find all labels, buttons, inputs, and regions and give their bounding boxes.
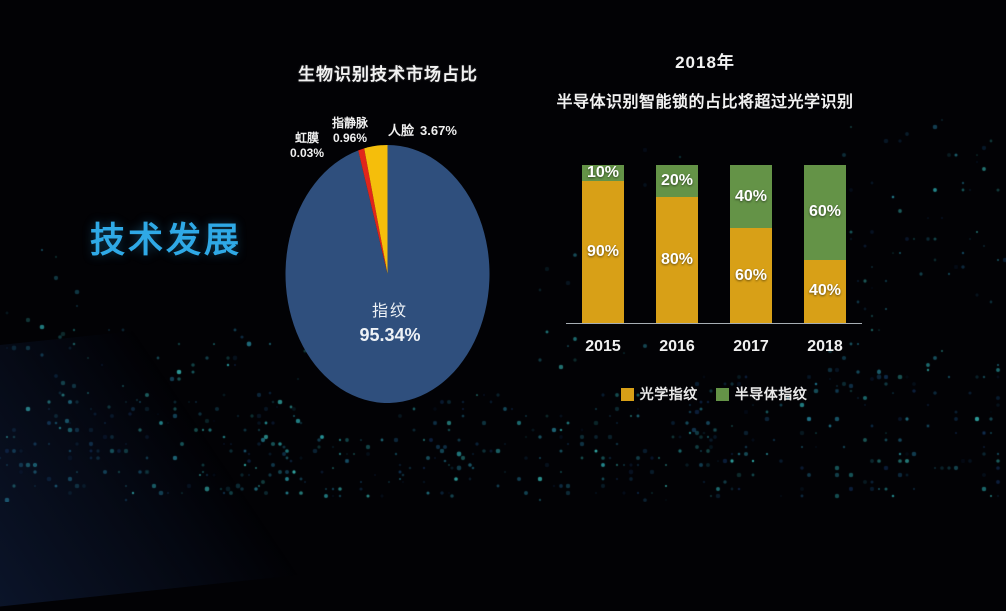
bar-column-2017: 40% 60% [714, 165, 788, 323]
bar-column-2015: 10% 90% [566, 165, 640, 323]
pie-label-finger-vein-name: 指静脉 [331, 116, 368, 130]
bar-value-label: 60% [734, 266, 768, 284]
pie-label-face: 人脸 3.67% [388, 123, 457, 139]
bar-category-label: 2018 [807, 338, 843, 355]
legend-swatch [715, 387, 729, 401]
pie-slice-1 [358, 150, 388, 274]
bar-value-label: 40% [734, 187, 768, 205]
bar-stack: 20% 80% [656, 165, 698, 323]
bar-value-label: 10% [586, 164, 620, 181]
bar-legend: 光学指纹 半导体指纹 [566, 384, 862, 404]
bar-category-axis: 2015 2016 2017 2018 [566, 338, 862, 356]
bar-segment: 90% [582, 181, 624, 323]
section-title: 技术发展 [90, 221, 243, 260]
legend-label: 半导体指纹 [734, 386, 808, 402]
bar-segment: 60% [730, 228, 772, 323]
slide-content: 技术发展 生物识别技术市场占比 虹膜 0.03% 指静脉 0.96% 人脸 3.6… [90, 53, 862, 404]
bar-stack: 40% 60% [730, 165, 772, 323]
bar-value-label: 60% [808, 203, 842, 221]
pie-label-iris-name: 虹膜 [294, 131, 319, 145]
bar-segment: 10% [582, 165, 624, 181]
legend-label: 光学指纹 [639, 386, 698, 402]
pie-graphic [285, 145, 490, 403]
pie-label-finger-vein: 指静脉 0.96% [324, 116, 376, 146]
bar-category-label: 2016 [659, 338, 695, 355]
bar-segment: 60% [804, 165, 846, 260]
legend-item-0: 光学指纹 [620, 384, 698, 404]
pie-slice-2 [358, 148, 388, 274]
bar-value-label: 20% [660, 171, 694, 189]
bar-value-label: 80% [660, 250, 694, 268]
bar-stack: 60% 40% [804, 165, 846, 323]
bar-column-2018: 60% 40% [788, 165, 862, 323]
pie-label-fingerprint-name: 指纹 [371, 303, 408, 320]
pie-label-fingerprint: 指纹 95.34% [275, 301, 505, 347]
pie-label-iris: 虹膜 0.03% [281, 131, 333, 161]
bar-segment: 40% [804, 259, 846, 323]
bar-chart-subtitle: 半导体识别智能锁的占比将超过光学识别 [556, 94, 854, 111]
pie-label-face-value: 3.67% [420, 123, 457, 138]
bar-plot-area: 10% 90% 20% 80% 40% 60% 60% 40% [566, 165, 862, 324]
bar-segment: 40% [730, 165, 772, 229]
bar-segment: 20% [656, 165, 698, 197]
pie-slice-0 [285, 145, 490, 403]
bar-category-label: 2015 [585, 338, 621, 355]
pie-chart-title: 生物识别技术市场占比 [298, 65, 478, 84]
pie-label-fingerprint-value: 95.34% [359, 324, 421, 345]
bar-value-label: 90% [586, 243, 620, 260]
bar-stack: 10% 90% [582, 165, 624, 323]
pie-label-finger-vein-value: 0.96% [332, 131, 368, 145]
bar-column-2016: 20% 80% [640, 165, 714, 323]
pie-slice-3 [364, 145, 388, 274]
bar-value-label: 40% [808, 282, 842, 300]
bar-segment: 80% [656, 196, 698, 323]
legend-item-1: 半导体指纹 [715, 384, 808, 404]
legend-swatch [620, 387, 634, 401]
pie-label-iris-value: 0.03% [289, 146, 325, 160]
bar-chart-title: 2018年 [675, 53, 735, 72]
pie-label-face-name: 人脸 [388, 123, 415, 138]
bar-category-label: 2017 [733, 338, 769, 355]
